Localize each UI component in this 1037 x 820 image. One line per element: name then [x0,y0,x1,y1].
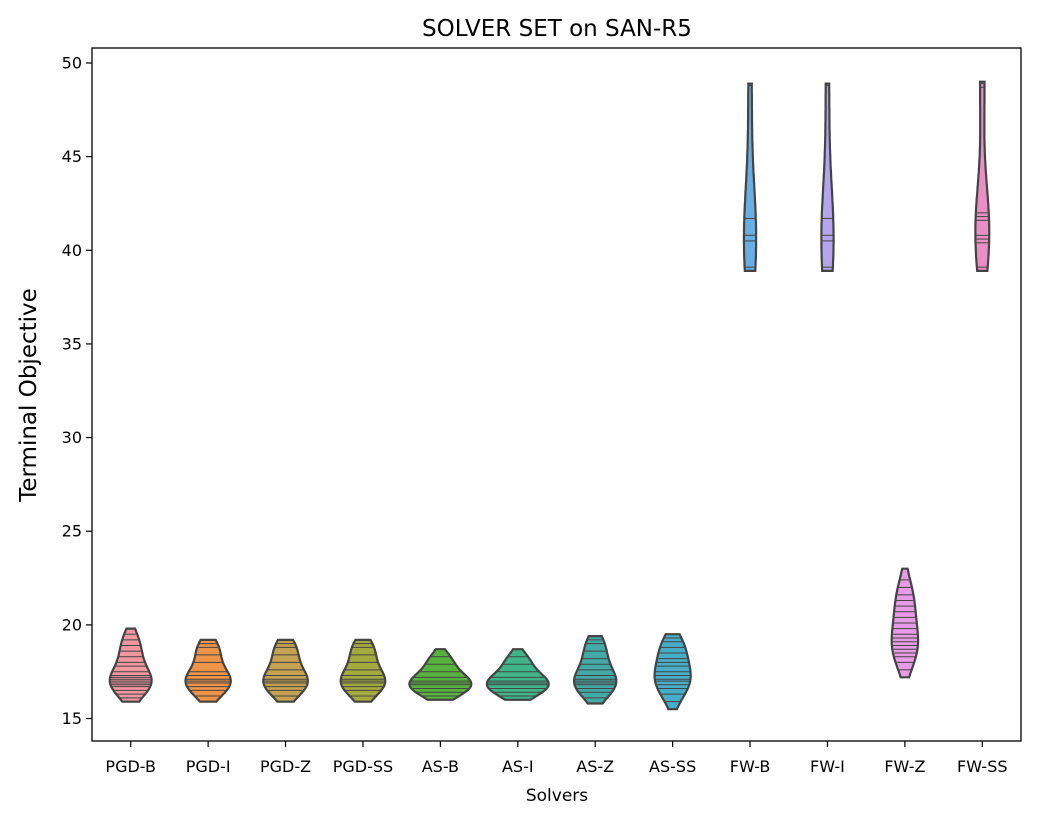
violin-fw-b [742,82,758,272]
y-tick-label: 20 [62,615,82,634]
y-tick-label: 25 [62,522,82,541]
x-tick-label: PGD-I [186,757,231,776]
x-tick-label: FW-SS [957,757,1007,776]
y-tick-label: 15 [62,709,82,728]
x-tick-label: FW-I [810,757,845,776]
x-tick-label: AS-Z [576,757,614,776]
y-tick-label: 40 [62,241,82,260]
x-tick-label: PGD-B [105,757,156,776]
violin-layer [108,80,991,711]
x-tick-label: PGD-SS [333,757,393,776]
x-tick-label: AS-B [422,757,459,776]
y-axis: 15 20 25 30 35 40 45 50 [62,53,92,728]
x-tick-label: FW-Z [884,757,925,776]
x-axis-title: Solvers [526,786,588,806]
x-tick-label: PGD-Z [260,757,311,776]
chart-title: SOLVER SET on SAN-R5 [422,16,692,42]
y-tick-label: 50 [62,53,82,72]
x-axis: PGD-B PGD-I PGD-Z PGD-SS AS-B AS-I AS-Z AS-SS FW… [105,741,1008,776]
x-tick-label: FW-B [730,757,771,776]
violin-pgd-z [262,638,309,703]
violin-pgd-ss [339,638,387,703]
y-tick-label: 45 [62,147,82,166]
x-tick-label: AS-SS [649,757,696,776]
plot-frame [91,47,1022,742]
violin-pgd-i [184,638,232,703]
y-tick-label: 30 [62,428,82,447]
violin-fw-ss [974,80,991,272]
y-tick-label: 35 [62,334,82,353]
violin-fw-i [820,82,835,272]
y-axis-title: Terminal Objective [16,288,42,503]
x-tick-label: AS-I [502,757,534,776]
